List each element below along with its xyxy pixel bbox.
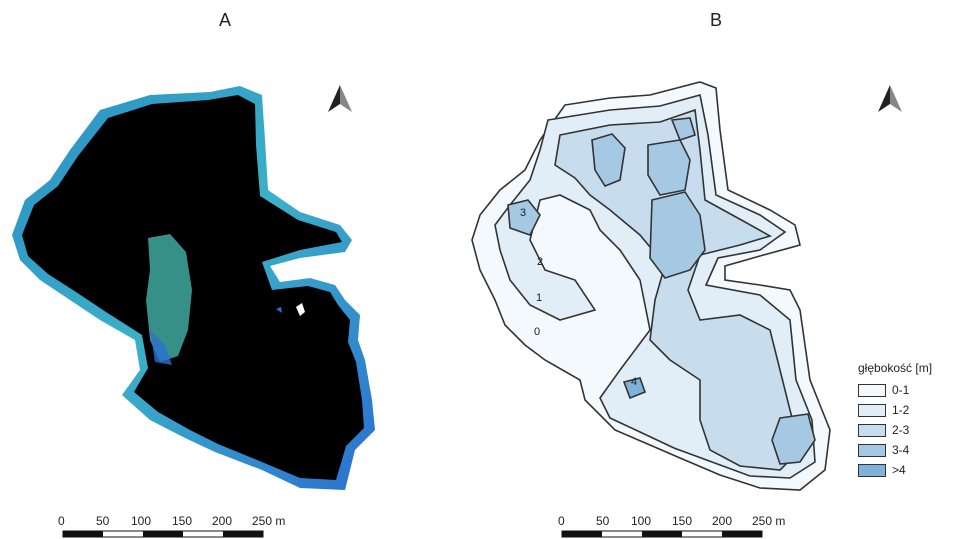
scale-tick-label: 50: [96, 514, 110, 528]
legend-swatch: [858, 423, 886, 437]
legend-swatch: [858, 463, 886, 477]
legend-label: 3-4: [892, 443, 910, 457]
scale-tick-label: 0: [58, 514, 65, 528]
scale-tick-label: 0: [558, 514, 565, 528]
contour-label: 3: [520, 207, 527, 219]
contour-label: 0: [534, 326, 541, 338]
legend-item: >4: [858, 460, 932, 480]
legend-label: >4: [892, 463, 906, 477]
depth-legend: głębokość [m] 0-1 1-2 2-3 3-4 >4: [858, 361, 932, 480]
scalebar-b: [561, 530, 763, 538]
scale-tick-label: 100: [631, 514, 652, 528]
scale-tick-label: 150: [672, 514, 693, 528]
island-marker-small: [276, 307, 282, 313]
reed-patch: [146, 234, 192, 362]
legend-swatch: [858, 403, 886, 417]
scale-tick-label: 200: [712, 514, 733, 528]
scalebar-a: [62, 530, 264, 538]
scale-tick-label: 200: [212, 514, 233, 528]
contour-2: [554, 108, 801, 471]
scale-tick-label: 150: [172, 514, 193, 528]
legend-title: głębokość [m]: [858, 361, 933, 375]
contour-label: 4: [631, 376, 638, 388]
legend-item: 0-1: [858, 380, 932, 400]
legend-label: 0-1: [892, 383, 910, 397]
contour-3e: [771, 413, 816, 465]
scale-tick-label: 250 m: [752, 514, 786, 528]
scale-tick-label: 250 m: [252, 514, 286, 528]
north-arrow-icon: [878, 85, 902, 112]
legend-item: 1-2: [858, 400, 932, 420]
scale-tick-label: 100: [131, 514, 152, 528]
legend-item: 3-4: [858, 440, 932, 460]
panel-b-letter: B: [710, 10, 723, 30]
north-arrow-icon: [328, 85, 352, 112]
legend-swatch: [858, 443, 886, 457]
contour-3d: [670, 117, 696, 141]
contour-1: [494, 94, 816, 479]
contour-3c: [649, 191, 706, 279]
contour-3b: [647, 139, 691, 196]
reed-patch-edge: [150, 330, 172, 365]
panel-a-letter: A: [219, 10, 232, 30]
legend-label: 2-3: [892, 423, 910, 437]
scale-tick-label: 50: [596, 514, 610, 528]
lake-water-a: [22, 95, 364, 480]
legend-item: 2-3: [858, 420, 932, 440]
satellite-image: [12, 85, 375, 538]
contour-label: 2: [537, 256, 544, 268]
contour-0: [471, 81, 831, 491]
legend-label: 1-2: [892, 403, 910, 417]
legend-swatch: [858, 383, 886, 397]
contour-label: 1: [536, 292, 543, 304]
contour-3a: [591, 133, 626, 187]
island-marker: [296, 303, 305, 316]
